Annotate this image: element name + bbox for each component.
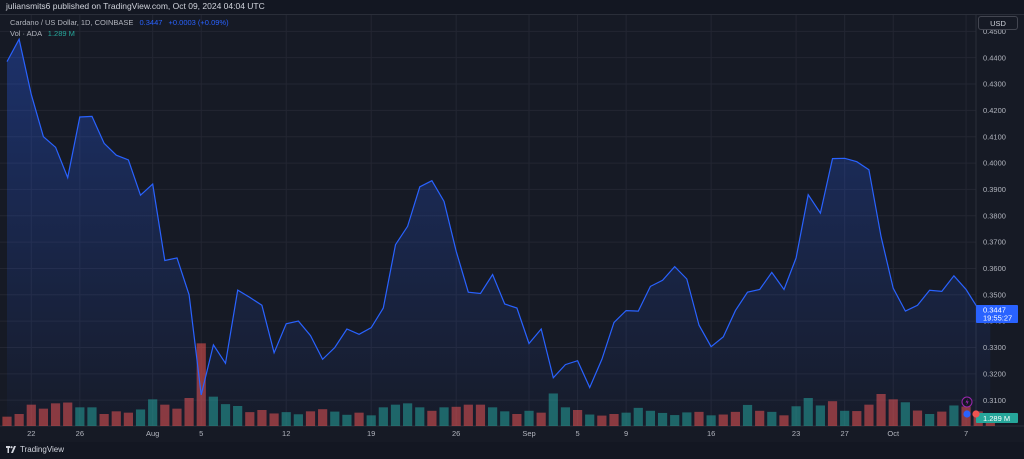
x-tick-label: Sep (522, 429, 535, 438)
y-tick-label: 0.4300 (983, 80, 1006, 89)
top-bar: juliansmits6 published on TradingView.co… (0, 0, 1024, 14)
y-tick-label: 0.3600 (983, 264, 1006, 273)
currency-button[interactable]: USD (978, 16, 1018, 30)
lightning-icon[interactable] (961, 396, 973, 408)
volume-legend-value: 1.289 M (47, 29, 75, 38)
x-tick-label: 26 (76, 429, 84, 438)
bottom-bar (0, 442, 1024, 459)
publisher-line: juliansmits6 published on TradingView.co… (6, 1, 265, 11)
y-tick-label: 0.4100 (983, 132, 1006, 141)
event-flags-icon[interactable] (963, 410, 980, 418)
y-tick-label: 0.3500 (983, 290, 1006, 299)
price-line (6, 37, 991, 396)
x-tick-label: 19 (367, 429, 375, 438)
x-tick-label: 16 (707, 429, 715, 438)
time-axis[interactable]: 22 26 Aug 5 12 19 26 Sep 5 9 16 23 27 Oct 7 (27, 429, 968, 438)
x-tick-label: 5 (575, 429, 579, 438)
price-axis[interactable]: 0.4500 0.4400 0.4300 0.4200 0.4100 0.4000 0.39… (983, 27, 1006, 405)
volume-legend[interactable]: Vol · ADA 1.289 M (10, 29, 75, 38)
x-tick-label: 22 (27, 429, 35, 438)
tradingview-logo-icon (6, 446, 16, 453)
y-tick-label: 0.3700 (983, 238, 1006, 247)
x-tick-label: 9 (624, 429, 628, 438)
last-volume-label: 1.289 M (983, 414, 1010, 423)
y-tick-label: 0.3900 (983, 185, 1006, 194)
x-tick-label: 26 (452, 429, 460, 438)
last-price-label-box (976, 305, 1018, 323)
y-tick-label: 0.3800 (983, 211, 1006, 220)
price-area (7, 39, 991, 426)
tradingview-logo[interactable]: TradingView (6, 445, 64, 454)
symbol-legend[interactable]: Cardano / US Dollar, 1D, COINBASE 0.3447… (10, 18, 229, 27)
y-tick-label: 0.3300 (983, 343, 1006, 352)
symbol-name: Cardano / US Dollar, 1D, COINBASE (10, 18, 134, 27)
tradingview-logo-text: TradingView (20, 445, 65, 454)
x-tick-label: Oct (887, 429, 900, 438)
last-price-label: 0.3447 (983, 306, 1006, 315)
y-tick-label: 0.4400 (983, 53, 1006, 62)
y-tick-label: 0.3200 (983, 369, 1006, 378)
x-tick-label: 12 (282, 429, 290, 438)
countdown-label: 19:55:27 (983, 314, 1012, 323)
x-tick-label: Aug (146, 429, 159, 438)
volume-legend-label: Vol · ADA (10, 29, 42, 38)
volume-bar (196, 343, 206, 426)
y-tick-label: 0.3100 (983, 396, 1006, 405)
y-tick-label: 0.4000 (983, 159, 1006, 168)
y-tick-label: 0.4200 (983, 106, 1006, 115)
last-volume-label-box (976, 413, 1018, 423)
x-tick-label: 23 (792, 429, 800, 438)
x-tick-label: 5 (199, 429, 203, 438)
x-tick-label: 7 (964, 429, 968, 438)
x-tick-label: 27 (840, 429, 848, 438)
legend-change: +0.0003 (+0.09%) (168, 18, 229, 27)
legend-price: 0.3447 (139, 18, 163, 27)
y-tick-label: 0.4500 (983, 27, 1006, 36)
